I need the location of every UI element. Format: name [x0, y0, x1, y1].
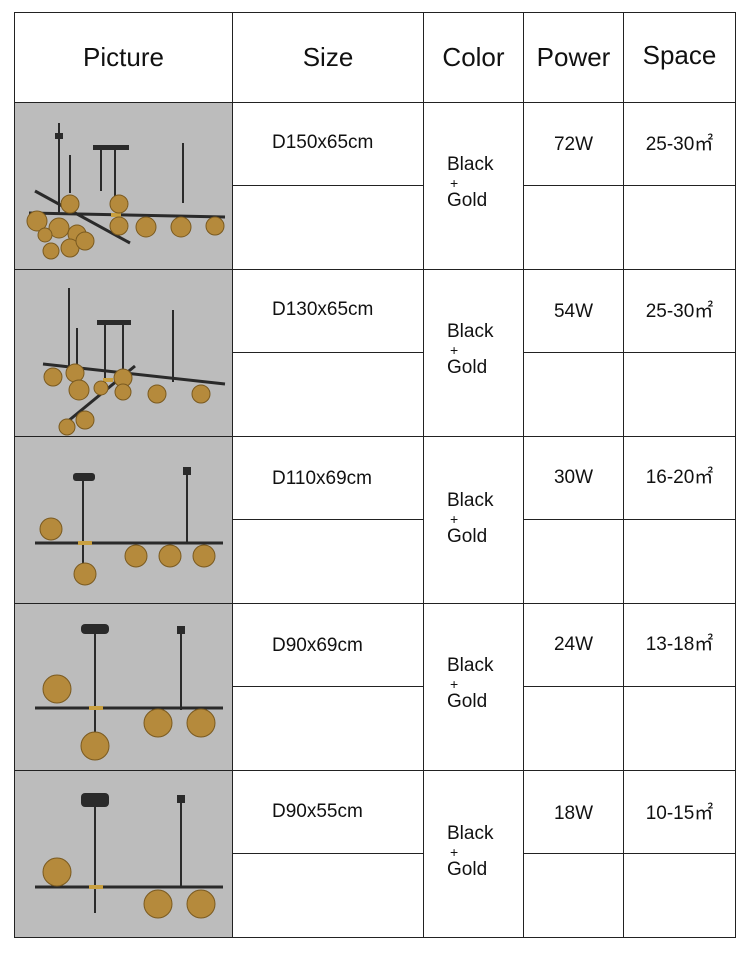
size-value: D130x65cm [272, 299, 374, 320]
space-value: 13-18㎡ [645, 634, 714, 655]
product-image [15, 437, 232, 603]
chandelier-10-globes-icon [42, 288, 226, 436]
power-value: 24W [553, 634, 594, 655]
color-top: Black [447, 823, 494, 844]
color-top: Black [447, 655, 494, 676]
color-value: Black + Gold [447, 154, 493, 212]
header-space: Space [642, 40, 717, 70]
chandelier-5-globes-icon [35, 467, 223, 586]
size-value: D150x65cm [272, 132, 374, 153]
color-plus: + [450, 342, 459, 358]
header-size: Size [302, 42, 354, 72]
power-value: 18W [553, 803, 594, 824]
spec-table: Picture Size Color Power Space [14, 12, 736, 938]
power-value: 54W [553, 301, 594, 322]
color-value: Black + Gold [447, 655, 493, 713]
space-value: 25-30㎡ [645, 134, 714, 155]
size-value: D90x55cm [272, 801, 363, 822]
color-plus: + [450, 844, 459, 860]
header-power: Power [536, 42, 611, 72]
power-value: 72W [553, 134, 594, 155]
color-value: Black + Gold [447, 823, 493, 881]
chandelier-4-globes-icon [35, 624, 223, 761]
color-bottom: Gold [447, 691, 488, 712]
power-value: 30W [553, 467, 594, 488]
color-bottom: Gold [447, 357, 488, 378]
space-value: 10-15㎡ [645, 803, 714, 824]
space-value: 25-30㎡ [645, 301, 714, 322]
color-plus: + [450, 511, 459, 527]
color-plus: + [450, 676, 459, 692]
size-value: D110x69cm [272, 468, 372, 489]
color-bottom: Gold [447, 859, 488, 880]
color-top: Black [447, 154, 494, 175]
product-image [15, 103, 232, 269]
color-plus: + [450, 175, 459, 191]
product-image [15, 771, 232, 937]
product-image [15, 270, 232, 436]
color-bottom: Gold [447, 190, 488, 211]
color-value: Black + Gold [447, 490, 493, 548]
size-value: D90x69cm [272, 635, 363, 656]
header-color: Color [442, 42, 505, 72]
color-top: Black [447, 321, 494, 342]
space-value: 16-20㎡ [645, 467, 714, 488]
chandelier-13-globes-icon [26, 123, 226, 260]
chandelier-3-globes-icon [35, 793, 223, 919]
product-image [15, 604, 232, 770]
color-top: Black [447, 490, 494, 511]
header-picture: Picture [83, 42, 164, 72]
color-bottom: Gold [447, 526, 488, 547]
color-value: Black + Gold [447, 321, 493, 379]
